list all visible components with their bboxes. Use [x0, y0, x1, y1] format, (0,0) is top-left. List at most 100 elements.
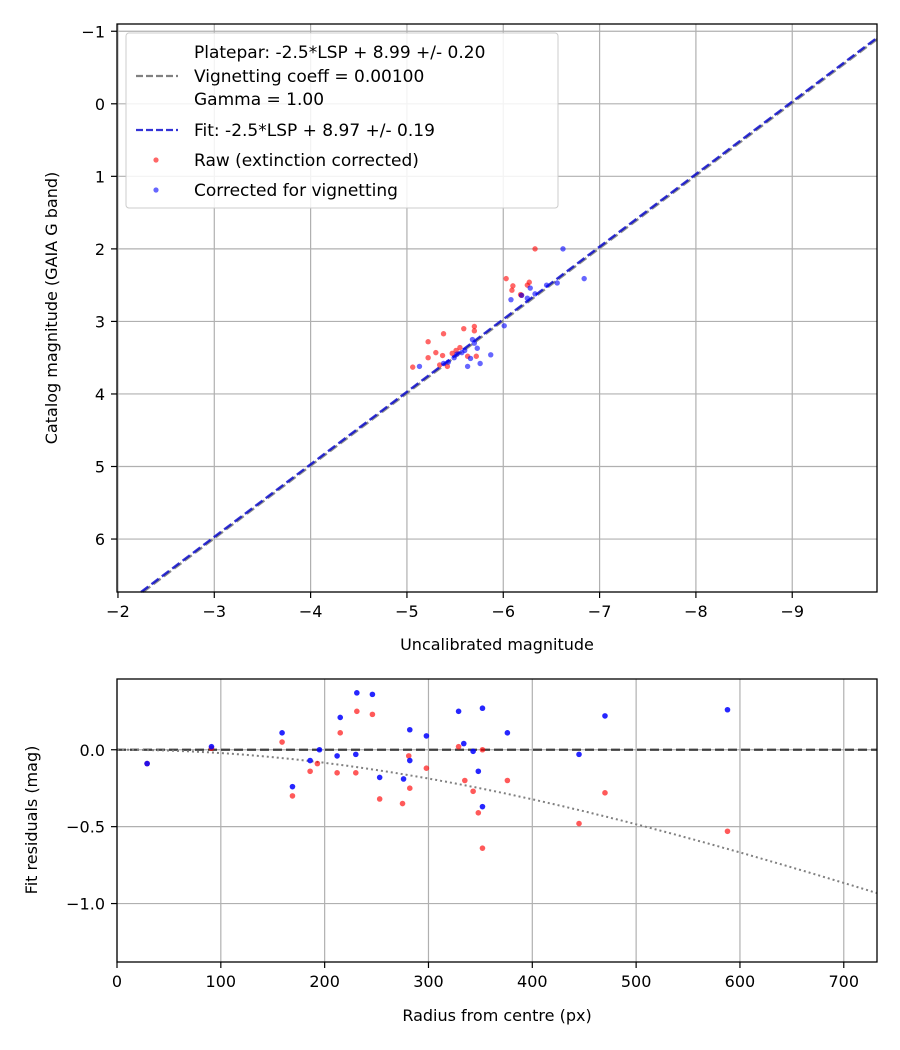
top-y-tick-label: 1: [95, 167, 105, 186]
bottom-x-tick-label: 200: [309, 972, 340, 991]
legend-gamma-label: Gamma = 1.00: [194, 90, 324, 110]
top-panel: −2 −3 −4 −5 −6 −7 −8 −9 −1 0 1 2 3 4 5 6 Uncalibrated m…: [42, 22, 878, 654]
bottom-x-tick-label: 600: [725, 972, 756, 991]
top-y-axis-label: Catalog magnitude (GAIA G band): [42, 172, 61, 444]
bottom-x-tick-label: 100: [206, 972, 237, 991]
raw-residual-point: [455, 743, 462, 750]
raw-point: [526, 279, 532, 285]
vignetting-corrected-point: [527, 285, 533, 291]
bottom-x-axis-label: Radius from centre (px): [402, 1006, 591, 1025]
raw-residual-point: [405, 753, 412, 759]
vignetting-corrected-residual-point: [369, 691, 376, 698]
legend-vignetting-label: Vignetting coeff = 0.00100: [194, 67, 424, 87]
vignetting-corrected-residual-point: [316, 746, 323, 753]
raw-residual-point: [314, 760, 321, 767]
bottom-y-axis-label: Fit residuals (mag): [22, 746, 41, 895]
bottom-x-tick-label: 0: [112, 972, 122, 991]
top-ticks: −2 −3 −4 −5 −6 −7 −8 −9 −1 0 1 2 3 4 5 6: [81, 22, 804, 621]
raw-residual-point: [475, 810, 482, 816]
vignetting-corrected-point: [445, 359, 452, 365]
vignetting-corrected-point: [471, 340, 478, 346]
raw-residual-point: [354, 708, 360, 715]
bottom-x-tick-label: 500: [621, 972, 652, 991]
top-y-tick-label: 3: [95, 312, 105, 331]
raw-point: [425, 354, 431, 361]
vignetting-corrected-point: [477, 360, 483, 367]
top-x-tick-label: −5: [395, 602, 419, 621]
bottom-panel: 0 100 200 300 400 500 600 700 0.0 −0.5 −1.0 Radius…: [22, 678, 878, 1025]
vignetting-corrected-point: [524, 295, 531, 301]
vignetting-corrected-residual-point: [406, 726, 413, 733]
raw-point: [473, 353, 479, 359]
top-y-tick-label: 2: [95, 240, 105, 259]
top-y-tick-label: 5: [95, 458, 105, 477]
raw-residual-point: [602, 790, 608, 796]
vignetting-corrected-point: [474, 345, 480, 351]
top-x-axis-label: Uncalibrated magnitude: [400, 635, 594, 654]
raw-point: [410, 364, 416, 370]
raw-residual-point: [423, 765, 430, 772]
legend-frame: [125, 32, 559, 209]
raw-point: [503, 275, 509, 282]
bottom-ticks: 0 100 200 300 400 500 600 700 0.0 −0.5 −1.0: [66, 741, 859, 991]
vignetting-corrected-point: [554, 280, 560, 286]
top-x-tick-label: −3: [202, 602, 226, 621]
bottom-x-tick-label: 700: [829, 972, 860, 991]
legend-platepar-label: Platepar: -2.5*LSP + 8.99 +/- 0.20: [194, 43, 485, 63]
bottom-points: [144, 690, 731, 851]
vignetting-corrected-residual-point: [289, 783, 296, 790]
raw-point: [471, 328, 478, 334]
vignetting-corrected-point: [467, 355, 474, 362]
raw-point: [457, 344, 463, 351]
vignetting-corrected-point: [532, 291, 538, 297]
top-x-tick-label: −6: [491, 602, 515, 621]
vignetting-corrected-residual-point: [455, 708, 462, 715]
raw-point: [425, 339, 431, 345]
raw-point: [471, 323, 478, 330]
top-points: [410, 246, 587, 370]
legend-raw-marker: [153, 157, 159, 163]
raw-residual-point: [334, 770, 340, 776]
top-x-tick-label: −8: [684, 602, 708, 621]
raw-point: [449, 350, 455, 357]
raw-residual-point: [462, 777, 468, 784]
vignetting-corrected-residual-point: [208, 743, 215, 750]
vignetting-corrected-residual-point: [602, 713, 608, 719]
vignetting-corrected-residual-point: [334, 753, 340, 759]
vignetting-corrected-point: [543, 282, 550, 288]
raw-residual-point: [279, 739, 285, 745]
vignetting-corrected-point: [464, 363, 471, 370]
raw-residual-point: [724, 828, 731, 835]
raw-point: [510, 283, 516, 289]
raw-residual-point: [337, 730, 344, 736]
vignetting-corrected-residual-point: [576, 751, 582, 758]
bottom-y-tick-label: −0.5: [66, 818, 105, 837]
raw-point: [439, 352, 446, 359]
top-y-tick-label: 0: [95, 95, 105, 114]
top-y-tick-label: −1: [81, 22, 105, 41]
raw-residual-point: [470, 788, 476, 795]
raw-residual-point: [576, 820, 582, 827]
legend-raw-label: Raw (extinction corrected): [194, 151, 419, 171]
raw-residual-point: [376, 796, 383, 802]
vignetting-corrected-residual-point: [406, 757, 413, 764]
raw-residual-point: [307, 768, 313, 775]
vignetting-corrected-point: [560, 246, 566, 252]
vignetting-corrected-residual-point: [423, 733, 430, 739]
vignetting-corrected-residual-point: [724, 706, 731, 713]
raw-point: [444, 363, 451, 370]
vignetting-corrected-residual-point: [400, 776, 407, 782]
vignetting-corrected-residual-point: [475, 768, 482, 775]
bottom-x-tick-label: 300: [413, 972, 444, 991]
vignetting-corrected-point: [581, 275, 587, 282]
bottom-axes-frame: [116, 678, 878, 963]
bottom-y-tick-label: 0.0: [80, 741, 105, 760]
vignetting-corrected-point: [451, 354, 457, 361]
raw-residual-point: [352, 770, 359, 776]
vignetting-corrected-residual-point: [307, 757, 313, 764]
vignetting-corrected-point: [454, 351, 460, 357]
vignetting-corrected-residual-point: [376, 774, 383, 781]
vignetting-corrected-residual-point: [470, 748, 476, 755]
vignetting-corrected-point: [440, 360, 447, 367]
vignetting-corrected-point: [488, 352, 494, 358]
